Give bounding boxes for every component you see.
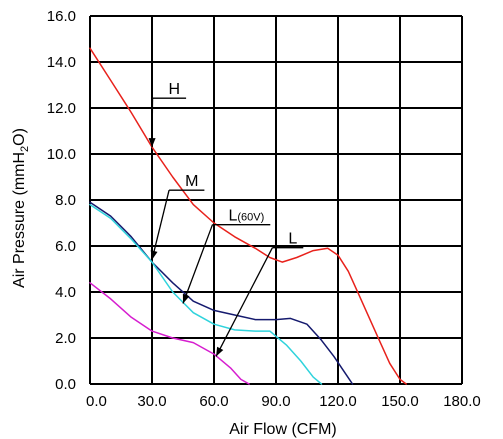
y-tick-label: 14.0 bbox=[47, 54, 76, 71]
x-tick-label: 90.0 bbox=[261, 393, 290, 410]
series-line-l-60v bbox=[89, 203, 323, 385]
y-tick-label: 12.0 bbox=[47, 100, 76, 117]
y-tick-label: 4.0 bbox=[55, 284, 76, 301]
y-tick-label: 10.0 bbox=[47, 146, 76, 163]
grid bbox=[89, 15, 463, 385]
tick-labels: 0.0 30.0 60.0 90.0 120.0 150.0 180.0 0.0 2.0 4.0 6… bbox=[47, 8, 481, 410]
annotation-leader-line bbox=[151, 190, 170, 260]
annotation-leader-line bbox=[215, 247, 273, 357]
y-tick-label: 16.0 bbox=[47, 8, 76, 25]
series-line-h bbox=[89, 47, 407, 385]
y-tick-label: 2.0 bbox=[55, 330, 76, 347]
annotation-label: L bbox=[288, 231, 297, 248]
annotation-arrowhead bbox=[150, 250, 158, 260]
annotation-arrowhead bbox=[148, 138, 156, 148]
annotations: H M L(60V) L bbox=[148, 81, 304, 357]
x-tick-label: 150.0 bbox=[381, 393, 419, 410]
annotation-arrowhead bbox=[216, 346, 224, 357]
annotation-arrowhead bbox=[182, 293, 190, 304]
annotation-leader-line bbox=[182, 224, 214, 304]
y-axis-title: Air Pressure (mmH2O) bbox=[11, 128, 31, 288]
series-line-l bbox=[89, 282, 250, 385]
x-tick-label: 180.0 bbox=[443, 393, 481, 410]
x-tick-label: 0.0 bbox=[86, 393, 107, 410]
annotation-label: L(60V) bbox=[228, 208, 264, 225]
y-tick-label: 8.0 bbox=[55, 192, 76, 209]
y-tick-label: 0.0 bbox=[55, 376, 76, 393]
x-tick-label: 60.0 bbox=[199, 393, 228, 410]
x-tick-label: 120.0 bbox=[319, 393, 357, 410]
y-tick-label: 6.0 bbox=[55, 238, 76, 255]
annotation-label: H bbox=[169, 81, 181, 98]
x-tick-label: 30.0 bbox=[137, 393, 166, 410]
annotation-label: M bbox=[185, 173, 198, 190]
series-layer bbox=[89, 47, 407, 385]
series-line-m bbox=[89, 201, 354, 385]
x-axis-title: Air Flow (CFM) bbox=[229, 421, 337, 438]
